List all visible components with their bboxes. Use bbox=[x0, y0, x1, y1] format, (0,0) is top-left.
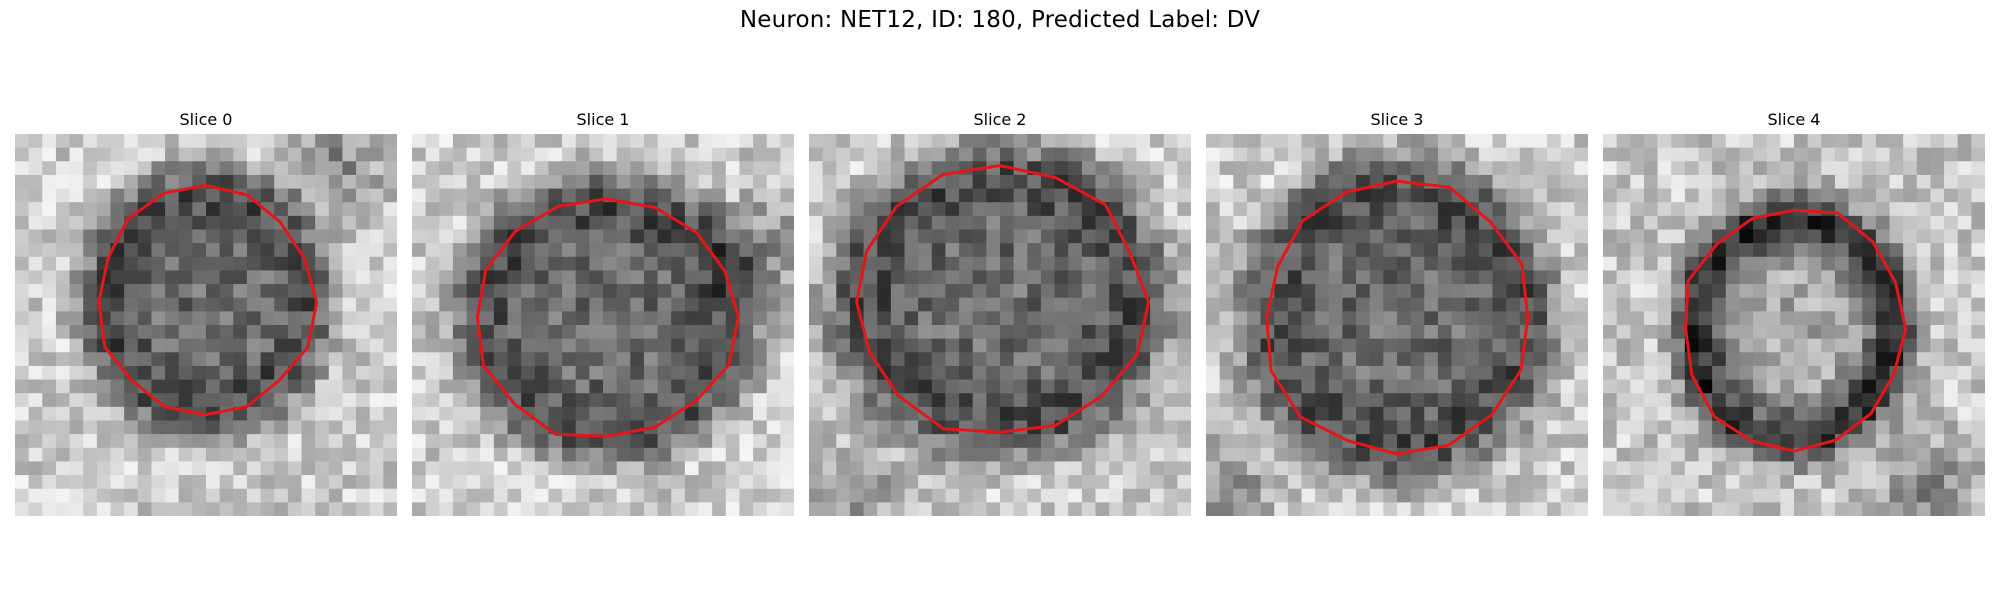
segmentation-contour bbox=[1265, 179, 1530, 456]
segmentation-contour bbox=[1684, 208, 1908, 453]
slice-image bbox=[412, 134, 794, 516]
slice-image bbox=[809, 134, 1191, 516]
slice-panel-3: Slice 3 bbox=[1206, 108, 1588, 516]
slice-image bbox=[1206, 134, 1588, 516]
segmentation-contour bbox=[855, 164, 1151, 434]
slice-panel-2: Slice 2 bbox=[809, 108, 1191, 516]
slice-image bbox=[15, 134, 397, 516]
slice-title: Slice 3 bbox=[1370, 110, 1424, 129]
slice-title: Slice 2 bbox=[973, 110, 1027, 129]
figure-title: Neuron: NET12, ID: 180, Predicted Label:… bbox=[739, 7, 1261, 33]
segmentation-contour bbox=[97, 183, 319, 417]
slice-title: Slice 0 bbox=[179, 110, 233, 129]
slice-image bbox=[1603, 134, 1985, 516]
slice-title: Slice 4 bbox=[1767, 110, 1821, 129]
slice-panel-4: Slice 4 bbox=[1603, 108, 1985, 516]
slice-panel-0: Slice 0 bbox=[15, 108, 397, 516]
slice-panel-1: Slice 1 bbox=[412, 108, 794, 516]
segmentation-contour bbox=[475, 197, 740, 438]
slice-title: Slice 1 bbox=[576, 110, 630, 129]
